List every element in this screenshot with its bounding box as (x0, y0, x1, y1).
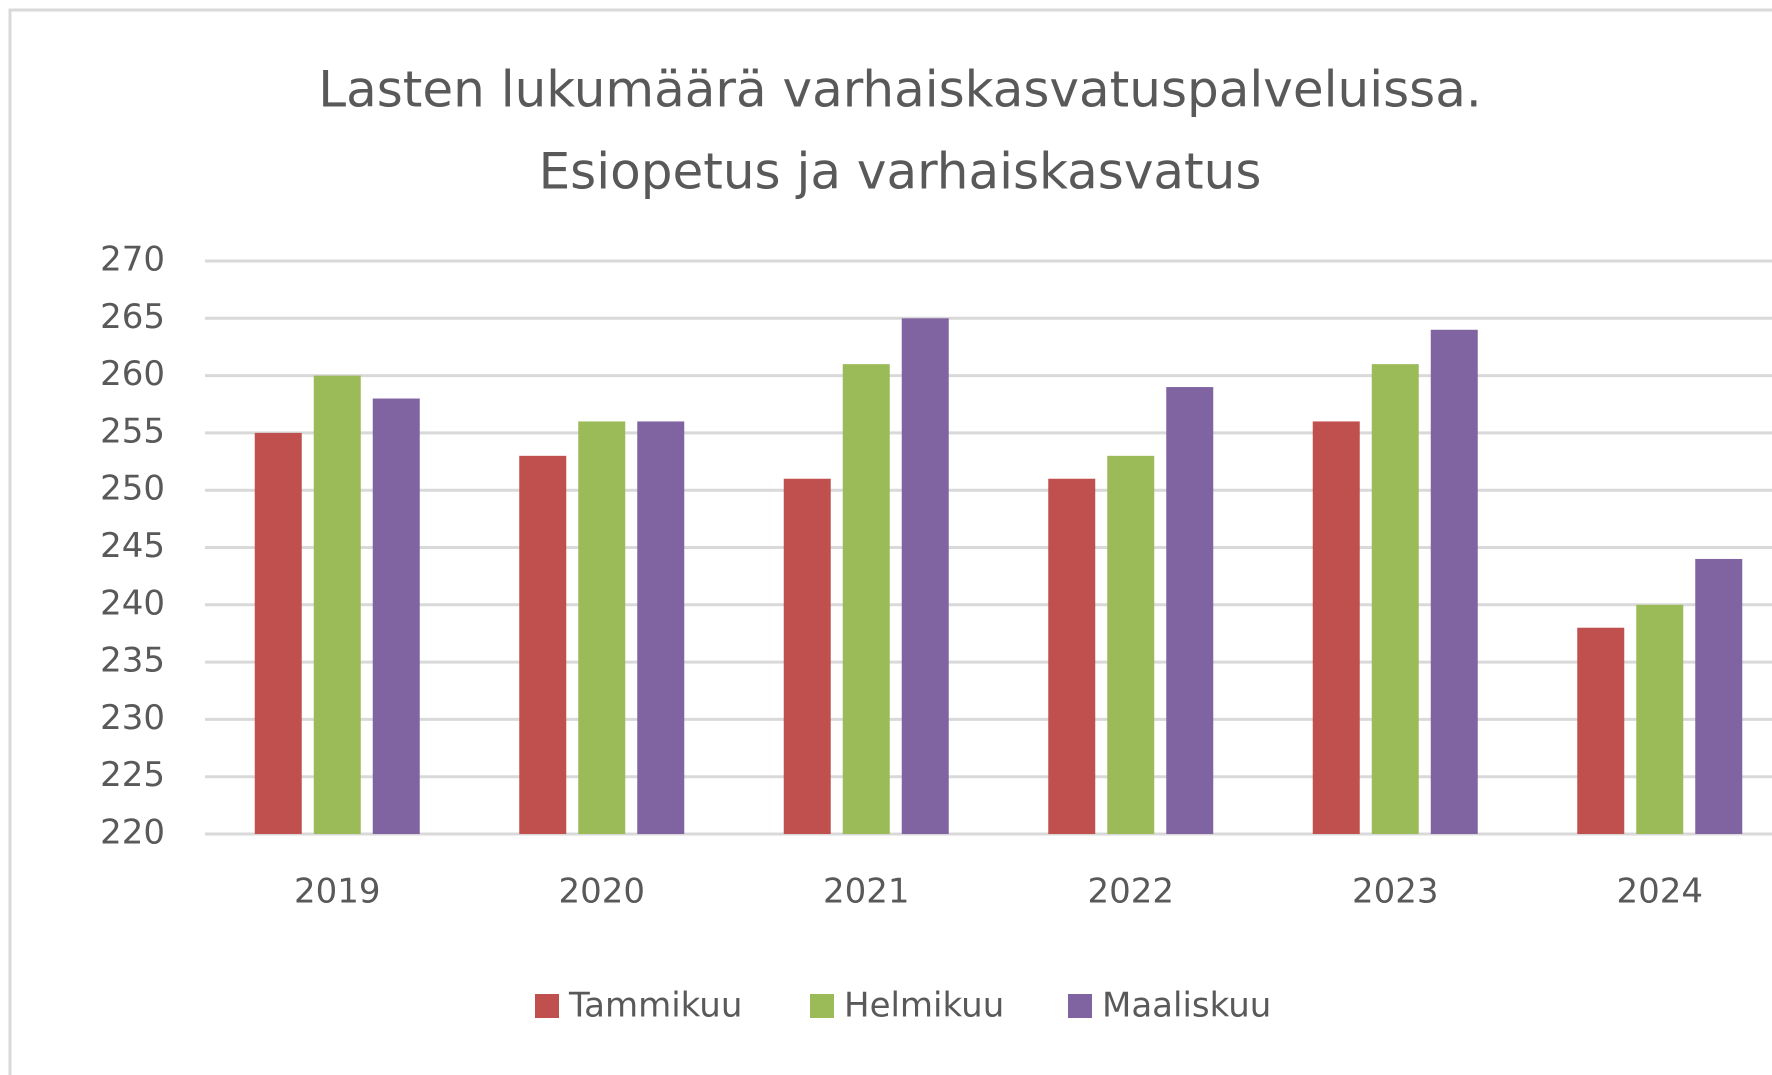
bar (519, 455, 567, 834)
bar (1430, 329, 1478, 834)
y-tick-label: 260 (100, 354, 165, 394)
bar (637, 421, 685, 834)
x-tick-label: 2023 (1352, 872, 1439, 912)
y-tick-label: 230 (100, 698, 165, 738)
y-tick-label: 220 (100, 813, 165, 853)
legend-label: Maaliskuu (1102, 986, 1271, 1026)
bar (842, 364, 890, 834)
x-tick-label: 2021 (823, 872, 910, 912)
bar (254, 432, 302, 834)
y-tick-label: 270 (100, 240, 165, 280)
bar (578, 421, 626, 834)
bar (1048, 478, 1096, 834)
y-tick-label: 255 (100, 411, 165, 451)
legend-swatch (810, 994, 834, 1018)
y-tick-label: 225 (100, 755, 165, 795)
bar (1695, 558, 1743, 834)
legend-label: Tammikuu (568, 986, 742, 1026)
bar (1371, 364, 1419, 834)
bar (783, 478, 831, 834)
bar (1107, 455, 1155, 834)
bar (313, 375, 361, 834)
chart-title: Esiopetus ja varhaiskasvatus (539, 143, 1262, 201)
x-tick-label: 2024 (1616, 872, 1703, 912)
bar (372, 398, 420, 834)
bar (1636, 604, 1684, 834)
chart-border (8, 8, 1772, 1075)
x-tick-label: 2019 (294, 872, 381, 912)
x-tick-label: 2022 (1087, 872, 1174, 912)
bar (901, 318, 949, 834)
y-tick-label: 250 (100, 469, 165, 509)
bar (1312, 421, 1360, 834)
y-tick-label: 240 (100, 583, 165, 623)
legend-swatch (1068, 994, 1092, 1018)
legend-label: Helmikuu (844, 986, 1004, 1026)
x-tick-label: 2020 (558, 872, 645, 912)
chart-title: Lasten lukumäärä varhaiskasvatuspalvelui… (318, 61, 1482, 119)
bar (1166, 387, 1214, 834)
bar (1577, 627, 1625, 834)
legend-swatch (535, 994, 559, 1018)
y-tick-label: 265 (100, 297, 165, 337)
y-tick-label: 245 (100, 526, 165, 566)
y-tick-label: 235 (100, 641, 165, 681)
